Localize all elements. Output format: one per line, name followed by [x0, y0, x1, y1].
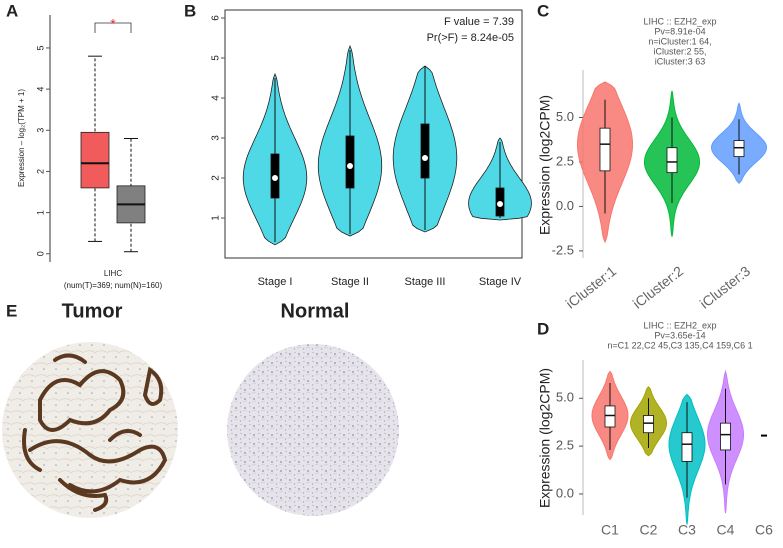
y-tick-label: 6: [211, 15, 222, 21]
y-axis-label: Expression – log₂(TPM + 1): [17, 89, 26, 187]
chart-title: Pv=3.65e-14: [654, 330, 705, 340]
tumor-label: Tumor: [62, 300, 123, 322]
box: [420, 123, 430, 179]
significance-bracket: [94, 22, 132, 33]
y-tick-label: 5: [211, 55, 222, 61]
median-dot: [422, 155, 428, 161]
box: [643, 415, 654, 434]
y-tick-label: 2: [211, 175, 222, 181]
y-tick-label: -2.5: [552, 242, 574, 257]
chart-title: Pv=8.91e-04: [654, 26, 705, 36]
x-tick-label: C3: [678, 522, 696, 538]
y-tick-label: 0.0: [556, 198, 574, 213]
x-tick-label: Stage I: [258, 276, 293, 288]
y-tick-label: 2: [35, 169, 45, 174]
x-axis-label: LIHC: [104, 269, 122, 278]
x-tick-label: Stage IV: [479, 276, 522, 288]
y-tick-label: 3: [211, 135, 222, 141]
y-tick-label: 3: [35, 128, 45, 133]
y-axis-label: Expression (log2CPM): [537, 95, 553, 235]
normal-image: [227, 344, 399, 516]
tissue-panel: E Tumor Normal: [2, 300, 399, 518]
normal-label: Normal: [281, 300, 350, 322]
y-tick-label: 4: [35, 87, 45, 92]
plot-frame: [224, 9, 523, 259]
y-tick-label: 5.0: [556, 390, 574, 405]
chart-title: LIHC :: EZH2_exp: [643, 16, 716, 26]
box: [345, 135, 355, 189]
chart-title: iCluster:2 55,: [653, 46, 706, 56]
significance-mark: *: [110, 16, 116, 32]
chart-title: n=C1 22,C2 45,C3 135,C4 159,C6 1: [607, 340, 752, 350]
y-tick-label: 1: [35, 210, 45, 215]
box: [681, 432, 693, 462]
stat-annotation: Pr(>F) = 8.24e-05: [427, 32, 514, 44]
median-dot: [347, 163, 353, 169]
y-tick-label: 1: [211, 215, 222, 221]
box: [733, 140, 745, 158]
y-tick-label: 0.0: [556, 485, 574, 500]
y-tick-label: 4: [211, 95, 222, 101]
y-tick-label: 2.5: [556, 153, 574, 168]
y-axis-label: Expression (log2CPM): [537, 368, 553, 508]
box: [720, 422, 731, 451]
panel-label: E: [6, 301, 17, 320]
tumor-image: [2, 342, 178, 518]
x-tick-label: C4: [717, 522, 735, 538]
y-tick-label: 0: [35, 251, 45, 256]
y-tick-label: 5.0: [556, 109, 574, 124]
x-tick-label: iCluster:3: [697, 263, 754, 312]
x-tick-label: C1: [601, 522, 619, 538]
y-tick-label: 2.5: [556, 438, 574, 453]
median-dot: [272, 175, 278, 181]
x-tick-label: C6: [755, 522, 773, 538]
box: [666, 147, 678, 174]
chart-title: n=iCluster:1 64,: [648, 36, 711, 46]
chart-title: LIHC :: EZH2_exp: [643, 320, 716, 330]
x-tick-label: C2: [640, 522, 658, 538]
panel-label: A: [6, 1, 18, 20]
median-dot: [497, 201, 503, 207]
y-tick-label: 5: [35, 45, 45, 50]
box: [599, 127, 611, 172]
panel-label: C: [537, 1, 549, 20]
panel-label: B: [184, 1, 196, 20]
box: [604, 405, 616, 428]
chart-title: iCluster:3 63: [655, 56, 706, 66]
stat-annotation: F value = 7.39: [444, 16, 514, 28]
x-tick-label: iCluster:1: [563, 263, 620, 312]
x-tick-label: iCluster:2: [630, 263, 687, 312]
panel-label: D: [537, 319, 549, 338]
x-axis-sublabel: (num(T)=369; num(N)=160): [64, 281, 163, 290]
x-tick-label: Stage II: [331, 276, 369, 288]
box: [80, 131, 110, 189]
x-tick-label: Stage III: [405, 276, 446, 288]
